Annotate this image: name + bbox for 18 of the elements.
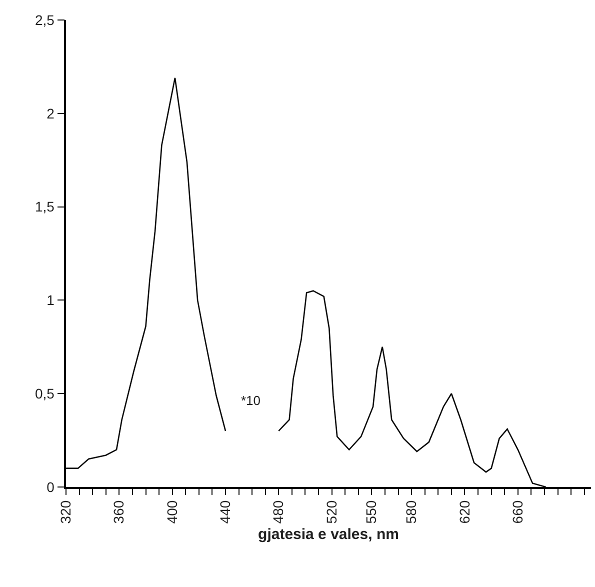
y-tick-label: 0 [46, 478, 55, 495]
x-tick-label: 480 [270, 500, 286, 524]
x-tick-label: 440 [217, 500, 234, 524]
x-tick-label: 620 [456, 500, 472, 524]
y-tick-label: 1 [46, 292, 55, 308]
y-tick-label: 1,5 [34, 198, 55, 215]
x-tick-label: 400 [164, 500, 180, 524]
x-tick-label: 580 [403, 500, 420, 524]
x-tick-label: 320 [58, 500, 74, 524]
x-tick-label: 520 [323, 500, 340, 524]
y-tick-label: 0,5 [34, 386, 55, 402]
y-tick-label: 2,5 [34, 12, 55, 28]
annotation: *10 [241, 393, 261, 408]
x-axis-title: gjatesia e vales, nm [258, 526, 399, 544]
y-tick-label: 2 [46, 105, 55, 122]
x-tick-label: 660 [509, 500, 526, 524]
x-tick-label: 360 [110, 500, 127, 524]
x-tick-label: 550 [363, 500, 380, 524]
